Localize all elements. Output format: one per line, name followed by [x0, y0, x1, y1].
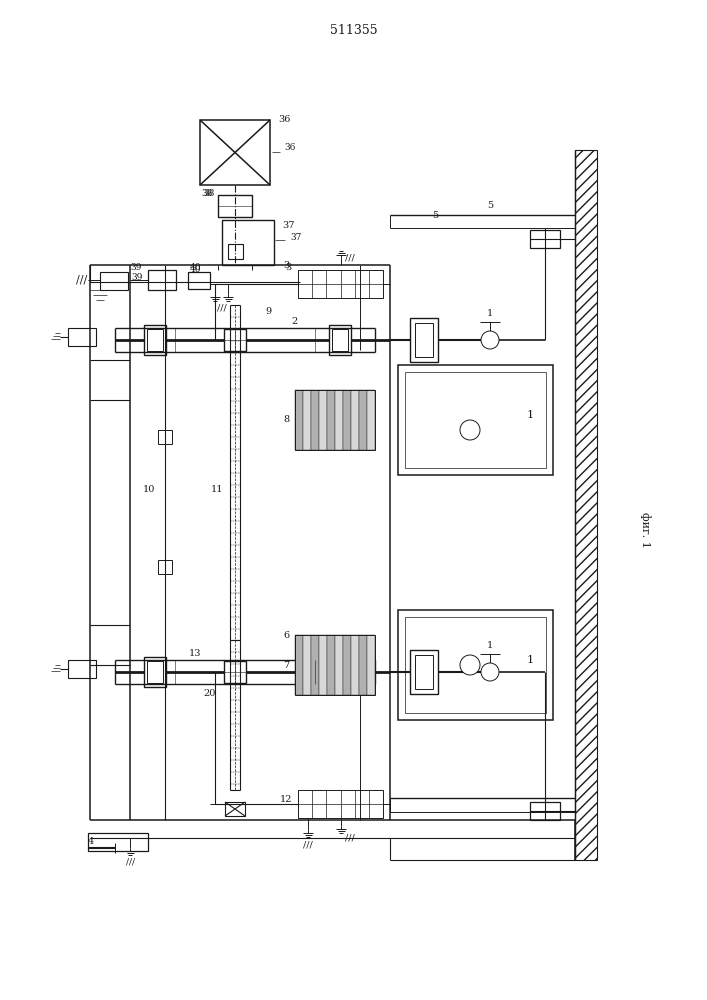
Circle shape	[481, 663, 499, 681]
Bar	[405, 617, 546, 713]
Circle shape	[481, 331, 499, 349]
Bar	[298, 270, 383, 298]
Bar	[329, 657, 351, 687]
Bar	[295, 390, 375, 450]
Bar	[188, 272, 210, 289]
Text: 5: 5	[487, 200, 493, 210]
Bar	[88, 833, 148, 851]
Bar	[530, 230, 560, 248]
Bar	[367, 635, 375, 695]
Bar	[343, 635, 351, 695]
Bar	[225, 802, 245, 816]
Bar	[410, 318, 438, 362]
Bar	[319, 635, 327, 695]
Text: 6: 6	[283, 631, 289, 640]
Text: 5: 5	[432, 211, 438, 220]
Text: 13: 13	[189, 650, 201, 658]
Bar	[405, 372, 546, 468]
Bar	[144, 325, 166, 355]
Bar	[224, 329, 246, 351]
Text: 20: 20	[204, 690, 216, 698]
Bar	[332, 661, 348, 683]
Bar	[158, 560, 172, 574]
Text: 37: 37	[290, 233, 301, 242]
Text: ///: ///	[345, 253, 355, 262]
Bar	[222, 220, 274, 265]
Bar	[410, 650, 438, 694]
Text: 2: 2	[292, 318, 298, 326]
Text: ///: ///	[303, 840, 313, 850]
Text: ///: ///	[76, 275, 87, 285]
Bar	[415, 655, 433, 689]
Circle shape	[460, 420, 480, 440]
Bar	[415, 323, 433, 357]
Bar	[218, 195, 252, 217]
Bar	[228, 244, 243, 259]
Text: ///: ///	[345, 834, 355, 842]
Text: 39: 39	[132, 273, 143, 282]
Bar	[530, 802, 560, 820]
Text: 1: 1	[487, 310, 493, 318]
Bar	[351, 390, 359, 450]
Bar	[68, 328, 96, 346]
Text: 37: 37	[282, 221, 295, 230]
Text: ///: ///	[126, 857, 134, 866]
Text: 9: 9	[265, 308, 271, 316]
Bar	[343, 390, 351, 450]
Bar	[298, 790, 383, 818]
Bar	[311, 390, 319, 450]
Text: 1: 1	[487, 642, 493, 650]
Bar	[100, 272, 128, 290]
Text: 36: 36	[284, 143, 296, 152]
Bar	[295, 635, 375, 695]
Bar	[68, 660, 96, 678]
Text: 40: 40	[190, 264, 201, 273]
Bar	[575, 150, 597, 860]
Text: 1: 1	[527, 410, 534, 420]
Bar	[144, 657, 166, 687]
Bar	[319, 390, 327, 450]
Text: 1: 1	[527, 655, 534, 665]
Text: 39: 39	[131, 263, 142, 272]
Bar	[303, 635, 311, 695]
Text: ///: ///	[217, 304, 227, 312]
Text: 36: 36	[278, 115, 291, 124]
Bar	[335, 390, 343, 450]
Text: 4: 4	[88, 838, 94, 846]
Text: 38: 38	[201, 188, 213, 198]
Bar	[335, 635, 343, 695]
Bar	[329, 325, 351, 355]
Bar	[147, 661, 163, 683]
Bar	[367, 390, 375, 450]
Text: 8: 8	[283, 416, 289, 424]
Text: 38: 38	[204, 188, 215, 198]
Text: 3: 3	[286, 263, 292, 272]
Bar	[332, 329, 348, 351]
Text: 511355: 511355	[330, 23, 378, 36]
Bar	[295, 635, 303, 695]
Circle shape	[460, 655, 480, 675]
Bar	[327, 390, 335, 450]
Bar	[359, 635, 367, 695]
Text: 40: 40	[189, 263, 201, 272]
Text: 12: 12	[279, 796, 292, 804]
Bar	[351, 635, 359, 695]
Bar	[303, 390, 311, 450]
Bar	[295, 390, 303, 450]
Bar	[398, 610, 553, 720]
Text: 7: 7	[283, 660, 289, 670]
Bar	[311, 635, 319, 695]
Bar	[158, 430, 172, 444]
Bar	[224, 661, 246, 683]
Bar	[200, 120, 270, 185]
Text: 11: 11	[211, 486, 223, 494]
Text: 10: 10	[143, 486, 155, 494]
Bar	[327, 635, 335, 695]
Bar	[148, 270, 176, 290]
Bar	[398, 365, 553, 475]
Bar	[359, 390, 367, 450]
Text: 3: 3	[284, 260, 290, 269]
Text: фиг. 1: фиг. 1	[640, 512, 650, 548]
Bar	[147, 329, 163, 351]
